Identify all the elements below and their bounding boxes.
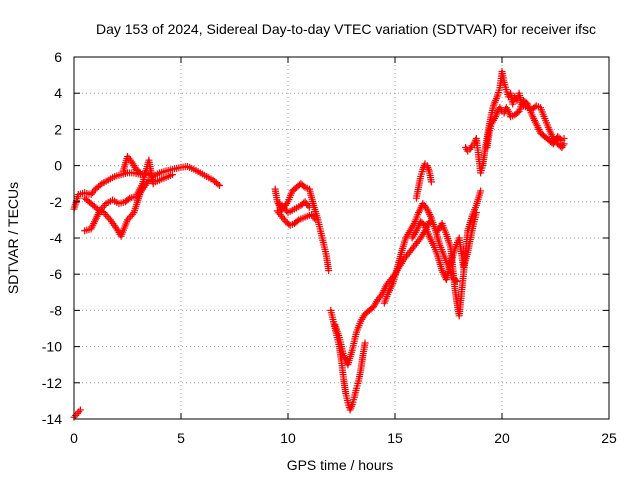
series-segment-3e bbox=[412, 160, 435, 202]
data-point bbox=[76, 406, 84, 414]
data-point bbox=[216, 182, 224, 190]
data-point bbox=[556, 135, 564, 143]
series-segment-0 bbox=[70, 406, 84, 421]
data-point bbox=[214, 180, 222, 188]
y-tick-label: 0 bbox=[54, 158, 62, 174]
data-point bbox=[293, 217, 301, 225]
data-point bbox=[305, 203, 313, 211]
y-tick-label: 4 bbox=[54, 85, 62, 101]
x-tick-label: 25 bbox=[601, 430, 617, 446]
data-point bbox=[149, 180, 157, 188]
y-tick-label: 6 bbox=[54, 49, 62, 65]
series-segment-1c bbox=[81, 156, 157, 235]
x-tick-label: 15 bbox=[387, 430, 403, 446]
y-tick-label: -4 bbox=[50, 230, 63, 246]
grid bbox=[74, 57, 609, 419]
x-tick-label: 0 bbox=[70, 430, 78, 446]
chart-title: Day 153 of 2024, Sidereal Day-to-day VTE… bbox=[96, 21, 596, 37]
y-tick-label: -14 bbox=[42, 411, 62, 427]
data-point bbox=[477, 187, 485, 195]
x-tick-label: 10 bbox=[280, 430, 296, 446]
data-point bbox=[135, 168, 143, 176]
data-point bbox=[136, 169, 144, 177]
tick-labels: 0 5 10 15 20 25 -14 -12 -10 -8 -6 -4 -2 0 2 4 6 bbox=[42, 49, 617, 446]
tick-marks bbox=[73, 56, 610, 420]
data-point bbox=[427, 178, 435, 186]
series-segment-3f bbox=[434, 187, 485, 320]
data-point bbox=[92, 204, 100, 212]
y-tick-label: -10 bbox=[42, 339, 62, 355]
y-tick-label: -8 bbox=[50, 302, 63, 318]
x-tick-label: 5 bbox=[177, 430, 185, 446]
data-point bbox=[325, 267, 333, 275]
y-tick-label: -12 bbox=[42, 375, 62, 391]
series-segment-1d bbox=[119, 153, 144, 177]
data-point bbox=[560, 134, 568, 142]
y-axis-label: SDTVAR / TECUs bbox=[5, 182, 21, 294]
y-tick-label: 2 bbox=[54, 121, 62, 137]
data-point bbox=[361, 339, 369, 347]
x-axis-label: GPS time / hours bbox=[287, 457, 394, 473]
x-tick-label: 20 bbox=[494, 430, 510, 446]
series-segment-1 bbox=[70, 163, 224, 213]
series-segment-2c bbox=[275, 198, 313, 217]
series-segment-2b bbox=[273, 207, 320, 229]
y-tick-label: -2 bbox=[50, 194, 63, 210]
data-point bbox=[168, 171, 176, 179]
data-point bbox=[312, 216, 320, 224]
data-point bbox=[124, 195, 132, 203]
data-point bbox=[96, 181, 104, 189]
series-segment-4b bbox=[483, 96, 568, 151]
data-point bbox=[300, 182, 308, 190]
y-tick-label: -6 bbox=[50, 266, 63, 282]
data-marks bbox=[70, 67, 568, 421]
